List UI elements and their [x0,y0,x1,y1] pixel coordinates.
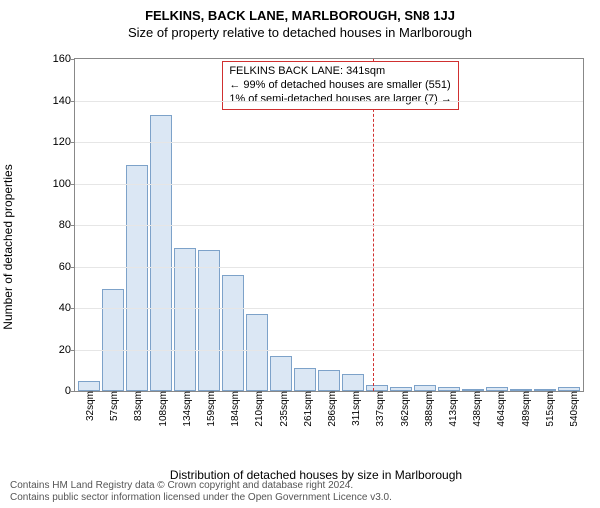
x-tick-label: 57sqm [109,391,120,421]
y-tick-label: 100 [53,178,71,190]
plot-area: FELKINS BACK LANE: 341sqm ← 99% of detac… [74,58,584,392]
x-tick-label: 261sqm [303,391,314,427]
x-tick-label: 235sqm [279,391,290,427]
y-tick-label: 160 [53,53,71,65]
plot-container: Number of detached properties FELKINS BA… [44,54,588,440]
x-tick-label: 83sqm [133,391,144,421]
y-tick-label: 40 [59,302,71,314]
y-tick-mark [71,142,75,143]
bar [342,374,364,391]
x-tick-label: 184sqm [230,391,241,427]
bar [222,275,244,391]
footer: Contains HM Land Registry data © Crown c… [10,480,392,504]
y-tick-mark [71,225,75,226]
bar [294,368,316,391]
y-tick-label: 80 [59,219,71,231]
gridline [75,225,583,226]
x-tick-label: 286sqm [327,391,338,427]
annotation-line1: FELKINS BACK LANE: 341sqm [229,65,452,79]
gridline [75,308,583,309]
y-axis-label: Number of detached properties [1,164,15,329]
x-tick-label: 515sqm [545,391,556,427]
bar [78,381,100,391]
bar [102,289,124,391]
x-tick-label: 32sqm [85,391,96,421]
x-tick-label: 337sqm [375,391,386,427]
y-tick-mark [71,391,75,392]
y-tick-mark [71,308,75,309]
y-tick-label: 60 [59,261,71,273]
y-tick-mark [71,267,75,268]
gridline [75,184,583,185]
bar [198,250,220,391]
x-tick-label: 159sqm [206,391,217,427]
x-tick-label: 108sqm [158,391,169,427]
annotation-line3: 1% of semi-detached houses are larger (7… [229,93,452,107]
y-tick-mark [71,184,75,185]
x-tick-label: 464sqm [496,391,507,427]
gridline [75,101,583,102]
bar [270,356,292,391]
y-tick-mark [71,350,75,351]
bar [246,314,268,391]
gridline [75,267,583,268]
annotation-box: FELKINS BACK LANE: 341sqm ← 99% of detac… [222,61,459,110]
chart-subtitle: Size of property relative to detached ho… [0,25,600,40]
bar [318,370,340,391]
annotation-line2: ← 99% of detached houses are smaller (55… [229,79,452,93]
y-tick-label: 20 [59,344,71,356]
x-tick-label: 489sqm [521,391,532,427]
y-tick-mark [71,101,75,102]
bar [174,248,196,391]
x-tick-label: 210sqm [254,391,265,427]
x-tick-label: 362sqm [400,391,411,427]
x-tick-label: 134sqm [182,391,193,427]
x-tick-label: 413sqm [448,391,459,427]
gridline [75,142,583,143]
chart-title: FELKINS, BACK LANE, MARLBOROUGH, SN8 1JJ [0,8,600,23]
gridline [75,350,583,351]
bar [126,165,148,391]
x-tick-label: 540sqm [569,391,580,427]
footer-line1: Contains HM Land Registry data © Crown c… [10,480,392,492]
x-tick-label: 438sqm [472,391,483,427]
footer-line2: Contains public sector information licen… [10,492,392,504]
y-tick-label: 140 [53,95,71,107]
x-tick-label: 311sqm [351,391,362,426]
x-tick-label: 388sqm [424,391,435,427]
y-tick-mark [71,59,75,60]
y-tick-label: 120 [53,136,71,148]
